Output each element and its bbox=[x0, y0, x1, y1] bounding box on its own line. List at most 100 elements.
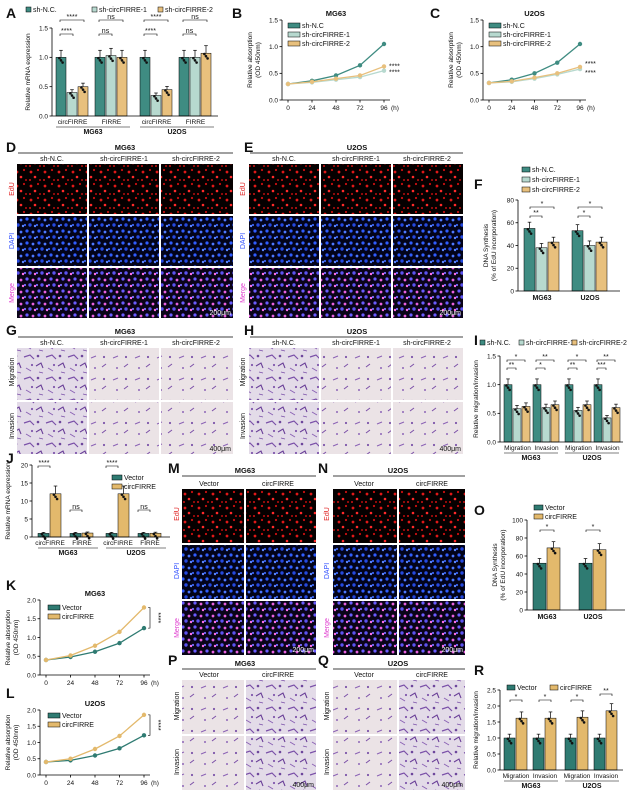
data-point bbox=[517, 412, 520, 416]
row-label-migration: Migration bbox=[240, 358, 247, 387]
significance-label: * bbox=[541, 201, 544, 208]
panel-d-micrographs: MG63 sh-N.C. sh-circFIRRE-1 sh-circFIRRE… bbox=[9, 143, 233, 318]
data-point bbox=[165, 91, 169, 94]
row-label-merge: Merge bbox=[240, 283, 247, 303]
col-label-circ: circFIRRE bbox=[262, 672, 294, 679]
panel-label-i: I bbox=[474, 332, 478, 348]
x-tick-label: 48 bbox=[91, 680, 99, 687]
y-tick-label: 0.0 bbox=[470, 97, 479, 104]
significance-bracket bbox=[539, 529, 555, 532]
group-label: U2OS bbox=[582, 455, 601, 462]
row-label-invasion: Invasion bbox=[240, 413, 247, 439]
significance-label: * bbox=[583, 210, 586, 217]
data-point bbox=[52, 493, 56, 496]
significance-bracket bbox=[567, 367, 578, 370]
data-point bbox=[143, 537, 147, 540]
col-label-circ: circFIRRE bbox=[416, 672, 448, 679]
row-label-edu: EdU bbox=[174, 507, 181, 521]
significance-label: * bbox=[546, 524, 549, 531]
significance-bracket bbox=[506, 359, 526, 362]
group-label: U2OS bbox=[126, 550, 145, 557]
y-tick-label: 40 bbox=[507, 243, 515, 250]
significance-bracket bbox=[529, 206, 555, 209]
series-point bbox=[141, 712, 147, 718]
data-point bbox=[611, 714, 615, 718]
col-label-vector: Vector bbox=[354, 672, 375, 679]
series-point bbox=[357, 63, 363, 68]
data-point bbox=[598, 551, 601, 554]
significance-label: ns bbox=[140, 504, 148, 511]
x-tick-label: 96 bbox=[140, 680, 148, 687]
data-point bbox=[605, 419, 609, 423]
data-point bbox=[108, 532, 112, 536]
panel-label-l: L bbox=[6, 685, 15, 701]
data-point bbox=[550, 241, 554, 245]
data-point bbox=[109, 57, 113, 60]
data-point bbox=[596, 549, 600, 552]
legend-entry: sh-circFIRRE-2 bbox=[532, 187, 580, 194]
data-point bbox=[541, 251, 545, 255]
y-axis-label: (OD 450nm) bbox=[13, 725, 20, 761]
panel-m-micrographs: MG63 Vector circFIRRE EdU DAPI Merge 200… bbox=[174, 466, 316, 655]
col-label-sh2: sh-circFIRRE-2 bbox=[172, 340, 220, 347]
significance-bracket bbox=[577, 206, 603, 209]
bar bbox=[94, 57, 106, 117]
significance-bracket bbox=[535, 359, 555, 362]
panel-h-micrographs: U2OS sh-N.C. sh-circFIRRE-1 sh-circFIRRE… bbox=[240, 327, 463, 454]
panel-q-title: U2OS bbox=[388, 659, 408, 668]
x-tick-label: 0 bbox=[487, 105, 491, 112]
data-point bbox=[538, 564, 541, 568]
data-point bbox=[120, 59, 124, 62]
row-label-invasion: Invasion bbox=[174, 749, 181, 775]
scale-bar-n: 200μm bbox=[441, 647, 463, 654]
y-tick-label: 0.0 bbox=[487, 439, 496, 446]
chart-c-cck8-u2os: 0.0 0.5 1.0 1.5 Relative absorption (OD 450nm… bbox=[448, 9, 596, 112]
series-point bbox=[532, 71, 537, 76]
legend-swatch bbox=[506, 684, 516, 691]
x-tick-label: 24 bbox=[508, 105, 516, 112]
data-point bbox=[578, 414, 581, 417]
x-tick-label: 0 bbox=[44, 680, 48, 687]
data-point bbox=[544, 409, 548, 412]
data-point bbox=[586, 245, 590, 248]
y-tick-label: 40 bbox=[516, 571, 524, 578]
data-point bbox=[599, 741, 603, 745]
legend-swatch bbox=[549, 684, 559, 691]
y-tick-label: 1.0 bbox=[269, 44, 278, 51]
bar bbox=[117, 493, 130, 538]
bar bbox=[105, 55, 117, 117]
y-tick-label: 0 bbox=[519, 607, 523, 614]
data-point bbox=[616, 411, 619, 415]
data-point bbox=[569, 739, 572, 743]
data-point bbox=[181, 56, 184, 60]
y-tick-label: 1.0 bbox=[39, 55, 48, 62]
bar bbox=[523, 228, 536, 292]
y-tick-label: 100 bbox=[512, 517, 523, 524]
legend-entry: circFIRRE bbox=[124, 484, 156, 491]
panel-p-micrographs: MG63 Vector circFIRRE Migration Invasion… bbox=[174, 659, 316, 790]
data-point bbox=[61, 61, 64, 64]
data-point bbox=[182, 59, 186, 62]
y-tick-label: 60 bbox=[507, 220, 515, 227]
data-point bbox=[508, 739, 511, 743]
x-unit-label: (h) bbox=[151, 780, 159, 787]
panel-label-d: D bbox=[6, 139, 16, 155]
series-point bbox=[486, 80, 492, 86]
data-point bbox=[569, 388, 572, 392]
data-point bbox=[98, 59, 102, 62]
significance-label: **** bbox=[107, 460, 118, 467]
data-point bbox=[123, 497, 127, 501]
panel-label-a: A bbox=[6, 5, 16, 21]
legend-swatch bbox=[47, 721, 61, 728]
row-label-edu: EdU bbox=[9, 182, 16, 196]
significance-label: *** bbox=[597, 362, 605, 369]
significance-bracket bbox=[143, 19, 169, 22]
panel-m-title: MG63 bbox=[235, 466, 255, 475]
data-point bbox=[54, 495, 57, 499]
x-tick-label: circFIRRE bbox=[103, 540, 133, 547]
legend-swatch bbox=[287, 40, 301, 47]
y-tick-label: 0.0 bbox=[27, 772, 36, 779]
data-point bbox=[58, 56, 61, 60]
x-unit-label: (h) bbox=[151, 680, 159, 687]
x-tick-label: Invasion bbox=[533, 773, 558, 780]
